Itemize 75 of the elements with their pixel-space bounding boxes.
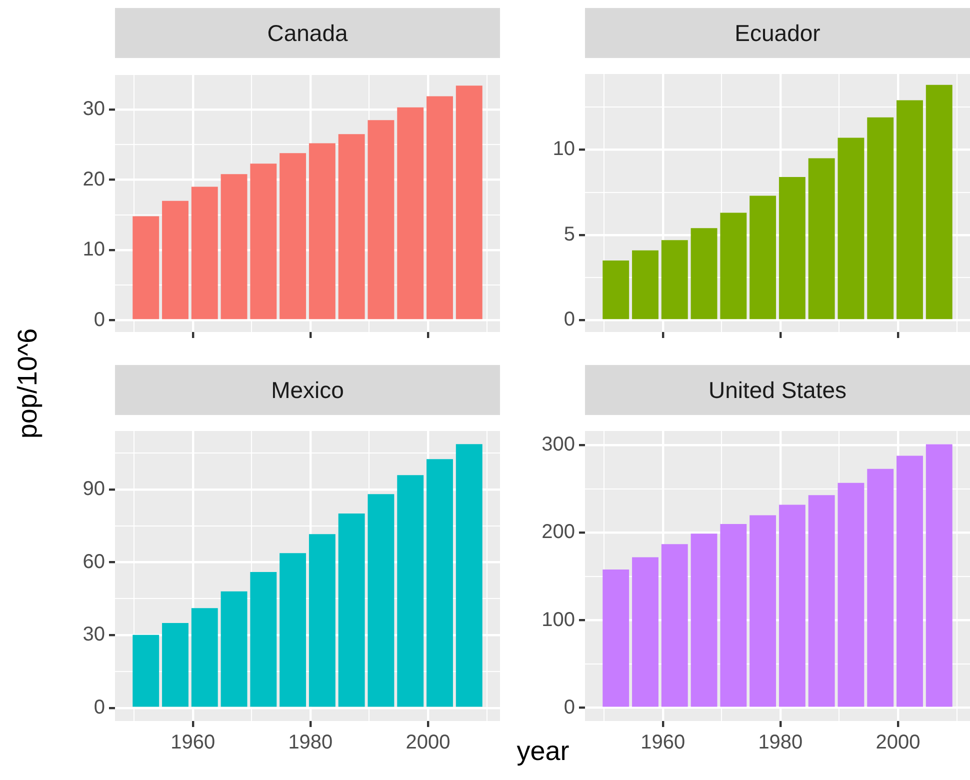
bar [308,143,336,320]
bar [808,495,835,707]
bar [838,138,864,320]
y-tick-label: 60 [82,550,105,573]
bar [661,240,688,320]
y-tick-label: 300 [542,434,575,456]
x-tick-label: 1980 [758,732,803,754]
bar [191,608,218,707]
bar [426,96,453,320]
bar [250,572,277,707]
y-tick-label: 30 [82,624,105,646]
bar [338,134,365,320]
bar [426,459,453,707]
y-tick-label: 10 [82,238,105,261]
y-tick-label: 30 [82,98,105,120]
y-tick-label: 200 [542,521,575,544]
bar [926,444,952,707]
bar [661,544,688,707]
bar [720,524,747,707]
x-axis-title: year [516,736,570,766]
bar [220,591,248,707]
bar [838,482,864,707]
chart-title: Ecuador [585,8,970,58]
bar [632,250,658,320]
chart-title: United States [585,365,970,415]
bar [690,534,718,707]
bar [602,569,630,707]
chart-title: Mexico [115,365,500,415]
bar [162,200,188,320]
bar [778,176,806,320]
bar [750,515,776,707]
y-axis-title: pop/10^6 [12,327,44,441]
bar [896,456,923,707]
bar [220,174,248,320]
y-tick-label: 0 [564,308,575,331]
bar [632,557,658,707]
bar [280,153,306,320]
bar [808,158,835,320]
bar [162,622,188,707]
bar [397,475,424,707]
y-tick-label: 0 [564,696,575,718]
bar [397,107,424,320]
bar [690,228,718,320]
y-tick-label: 10 [552,138,575,160]
y-tick-label: 90 [82,478,105,500]
y-tick-label: 0 [94,696,105,718]
bar [368,120,394,320]
bar [867,468,894,707]
chart-title: Canada [115,8,500,58]
y-tick-label: 5 [564,223,575,246]
y-tick-label: 100 [542,608,575,631]
bar [456,86,482,320]
x-tick-label: 1980 [288,732,333,754]
bar [280,553,306,707]
bar [926,84,952,320]
bar [191,186,218,320]
bar [368,494,394,707]
bar [456,444,482,707]
x-tick-label: 1960 [170,732,216,754]
bar [250,164,277,320]
bar [602,260,630,320]
bar [778,504,806,707]
bar [750,196,776,320]
bar [896,100,923,320]
y-tick-label: 20 [82,168,105,190]
x-tick-label: 1960 [640,732,686,754]
x-tick-label: 2000 [876,732,920,754]
bar [867,117,894,320]
bar [308,534,336,707]
bar [132,634,160,707]
x-tick-label: 2000 [406,732,450,754]
y-tick-label: 0 [94,308,105,331]
bar [720,212,747,320]
bar [132,216,160,320]
bar [338,514,365,707]
